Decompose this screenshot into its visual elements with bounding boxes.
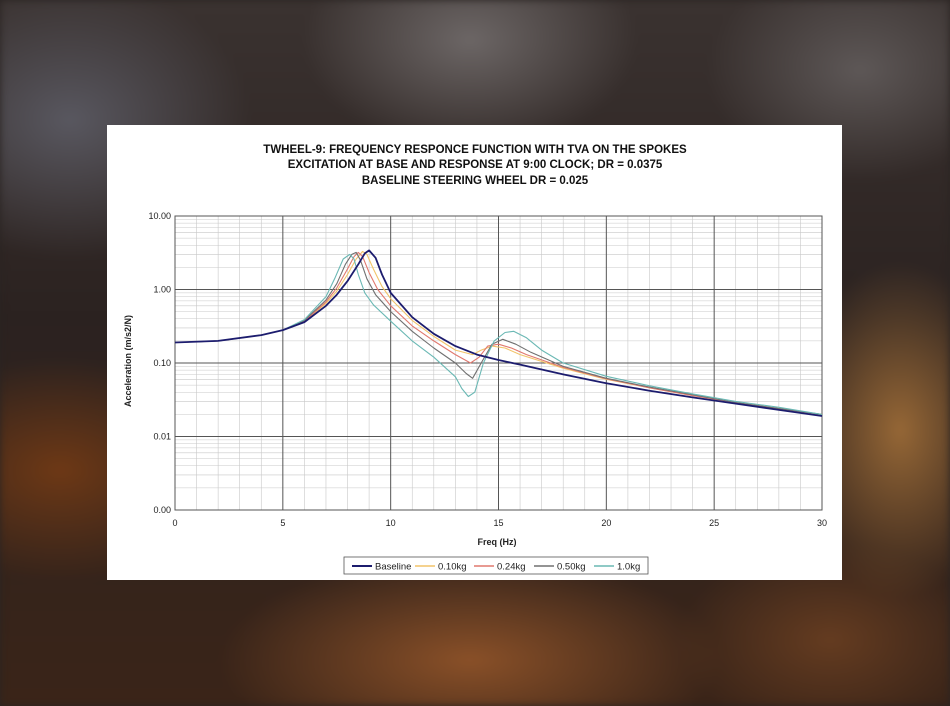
legend-label: 0.50kg: [557, 562, 586, 573]
legend-box: [343, 556, 649, 575]
legend-label: 0.10kg: [438, 562, 467, 573]
y-tick-label: 0.00: [153, 505, 171, 515]
chart-svg: TWHEEL-9: FREQUENCY RESPONCE FUNCTION WI…: [123, 144, 827, 575]
chart-title-line-3: BASELINE STEERING WHEEL DR = 0.025: [362, 175, 589, 187]
legend-label: 1.0kg: [617, 562, 640, 573]
x-tick-label: 10: [386, 518, 396, 528]
legend: Baseline 0.10kg 0.24kg 0.50kg 1.0kg: [343, 556, 649, 575]
chart-panel: TWHEEL-9: FREQUENCY RESPONCE FUNCTION WI…: [107, 125, 842, 580]
x-tick-label: 0: [172, 518, 177, 528]
legend-label: 0.24kg: [497, 562, 526, 573]
plot-grid: [174, 215, 823, 511]
x-tick-label: 30: [817, 518, 827, 528]
y-tick-label: 0.01: [153, 432, 171, 442]
x-tick-label: 15: [493, 518, 503, 528]
x-tick-label: 20: [601, 518, 611, 528]
x-tick-label: 25: [709, 518, 719, 528]
x-tick-label: 5: [280, 518, 285, 528]
axis-ticks: 0 5 10 15 20 25 30 10.00 1.00 0.10 0.01 0.00: [148, 211, 827, 528]
y-axis-label: Acceleration (m/s2/N): [123, 315, 133, 407]
x-axis-label: Freq (Hz): [478, 537, 517, 547]
series-line-050kg: [174, 251, 823, 415]
y-tick-label: 0.10: [153, 358, 171, 368]
chart-title-line-1: TWHEEL-9: FREQUENCY RESPONCE FUNCTION WI…: [263, 144, 687, 156]
legend-label: Baseline: [375, 562, 411, 573]
series-line-baseline: [174, 249, 823, 417]
plot-frame: [174, 215, 823, 511]
series-line-10kg: [174, 253, 823, 415]
chart-title-line-2: EXCITATION AT BASE AND RESPONSE AT 9:00 …: [288, 159, 663, 171]
series-lines: [174, 249, 823, 417]
y-tick-label: 10.00: [148, 211, 171, 221]
y-tick-label: 1.00: [153, 285, 171, 295]
